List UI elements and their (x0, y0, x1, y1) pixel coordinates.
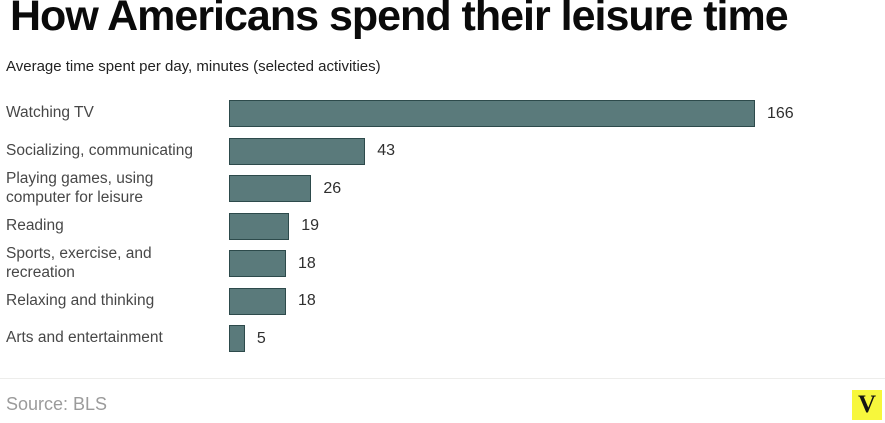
value-label: 26 (323, 179, 342, 197)
value-label: 43 (377, 142, 396, 160)
bar (229, 325, 245, 353)
bar (229, 250, 287, 278)
bar (229, 212, 290, 240)
footer-divider (0, 378, 885, 379)
category-label: Sports, exercise, and recreation (6, 244, 152, 281)
chart-row: Playing games, using computer for leisur… (0, 170, 885, 208)
source-text: Source: BLS (6, 394, 108, 414)
chart-row: Sports, exercise, and recreation 18 (0, 245, 885, 283)
bar-chart: Watching TV 166 Socializing, communicati… (0, 95, 885, 358)
value-label: 19 (301, 217, 319, 235)
category-label: Reading (6, 216, 64, 234)
category-label: Socializing, communicating (6, 141, 193, 159)
chart-row: Relaxing and thinking 18 (0, 283, 885, 321)
value-label: 18 (298, 292, 316, 310)
chart-subtitle: Average time spent per day, minutes (sel… (6, 58, 381, 75)
chart-row: Watching TV 166 (0, 95, 885, 133)
bar (229, 100, 755, 128)
vox-logo: V (852, 390, 882, 420)
category-label: Watching TV (6, 104, 94, 122)
category-label: Playing games, using computer for leisur… (6, 169, 154, 206)
value-label: 5 (256, 329, 266, 347)
value-label: 166 (767, 104, 794, 122)
category-label: Arts and entertainment (6, 329, 163, 347)
bar (229, 287, 287, 315)
page-title: How Americans spend their leisure time (10, 0, 789, 40)
bar (229, 137, 366, 165)
value-label: 18 (298, 254, 316, 272)
chart-row: Arts and entertainment 5 (0, 320, 885, 358)
chart-row: Socializing, communicating 43 (0, 133, 885, 171)
vox-v-icon: V (857, 390, 877, 418)
category-label: Relaxing and thinking (6, 291, 155, 309)
chart-row: Reading 19 (0, 208, 885, 246)
bar (229, 175, 312, 203)
